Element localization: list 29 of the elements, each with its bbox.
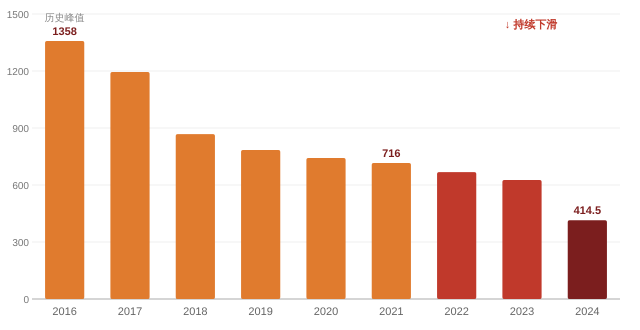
y-tick-label: 1500 — [6, 10, 30, 21]
bar — [45, 40, 84, 299]
y-tick-label: 1200 — [6, 67, 30, 78]
bar — [437, 172, 476, 299]
annotation: ↓ 持续下滑 — [504, 18, 558, 31]
data-label: 716 — [382, 148, 401, 160]
y-tick-label: 900 — [12, 124, 30, 135]
annotation: 历史峰值 — [44, 12, 85, 24]
data-label: 414.5 — [574, 205, 602, 218]
bar — [110, 72, 150, 299]
data-label: 1358 — [52, 26, 77, 38]
bar — [568, 220, 607, 299]
bar — [306, 158, 346, 299]
bar — [176, 134, 215, 299]
x-tick-label: 2023 — [510, 306, 534, 318]
x-tick-label: 2020 — [314, 306, 338, 318]
y-tick-label: 300 — [12, 238, 30, 249]
bar — [502, 180, 542, 299]
bar — [241, 150, 280, 299]
x-tick-label: 2021 — [379, 306, 404, 318]
y-tick-label: 600 — [12, 181, 30, 192]
x-tick-label: 2016 — [52, 306, 77, 318]
x-tick-label: 2017 — [118, 306, 142, 318]
x-tick-label: 2024 — [575, 306, 600, 318]
x-tick-label: 2019 — [248, 306, 273, 318]
x-tick-label: 2022 — [444, 306, 469, 318]
bar — [372, 162, 411, 299]
y-tick-label: 0 — [23, 295, 30, 306]
x-tick-label: 2018 — [183, 306, 208, 318]
